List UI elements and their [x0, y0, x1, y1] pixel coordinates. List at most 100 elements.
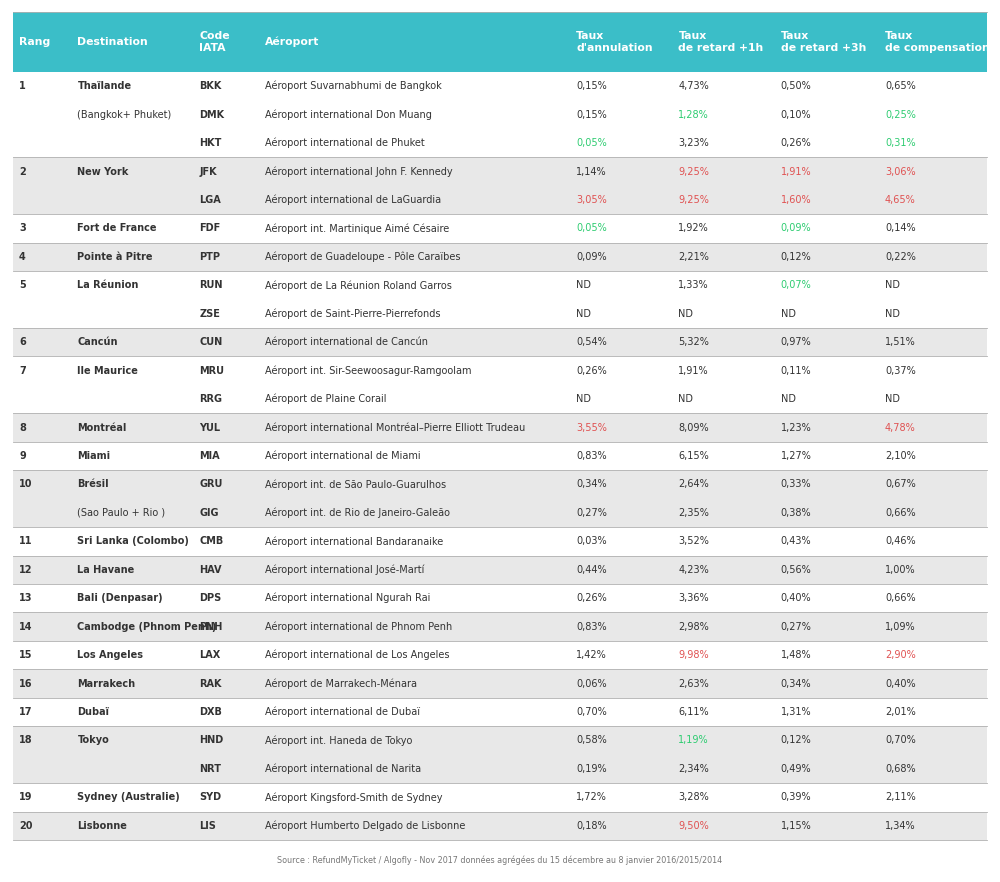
Text: 2,11%: 2,11% — [885, 792, 916, 803]
Text: ZSE: ZSE — [199, 309, 220, 318]
Text: JFK: JFK — [199, 167, 217, 176]
Text: Aéroport international de Phuket: Aéroport international de Phuket — [265, 138, 425, 148]
Text: ND: ND — [885, 309, 900, 318]
Text: Bali (Denpasar): Bali (Denpasar) — [77, 594, 163, 603]
Text: (Sao Paulo + Rio ): (Sao Paulo + Rio ) — [77, 508, 166, 518]
Text: 1,72%: 1,72% — [576, 792, 607, 803]
Text: 1,60%: 1,60% — [781, 195, 811, 205]
Text: Sri Lanka (Colombo): Sri Lanka (Colombo) — [77, 536, 189, 546]
Bar — [13, 669, 987, 698]
Text: 1,33%: 1,33% — [678, 280, 709, 290]
Bar — [13, 214, 987, 243]
Text: 0,40%: 0,40% — [885, 678, 916, 689]
Text: 0,10%: 0,10% — [781, 109, 811, 120]
Text: MIA: MIA — [199, 451, 220, 461]
Text: ND: ND — [678, 394, 693, 404]
Text: 17: 17 — [19, 707, 32, 717]
Text: 0,27%: 0,27% — [781, 622, 812, 632]
Text: (Bangkok+ Phuket): (Bangkok+ Phuket) — [77, 109, 172, 120]
Bar — [13, 186, 987, 214]
Bar — [13, 442, 987, 470]
Text: Lisbonne: Lisbonne — [77, 821, 127, 831]
Text: 0,09%: 0,09% — [781, 223, 811, 234]
Text: 1,00%: 1,00% — [885, 564, 916, 575]
Text: 0,38%: 0,38% — [781, 508, 811, 518]
Text: 0,39%: 0,39% — [781, 792, 811, 803]
Text: 6,15%: 6,15% — [678, 451, 709, 461]
Text: 0,37%: 0,37% — [885, 366, 916, 376]
Text: 0,15%: 0,15% — [576, 109, 607, 120]
Text: Ile Maurice: Ile Maurice — [77, 366, 138, 376]
Text: 1,19%: 1,19% — [678, 736, 709, 745]
Text: 2,34%: 2,34% — [678, 764, 709, 774]
Text: 0,11%: 0,11% — [781, 366, 811, 376]
Text: Aéroport int. Sir-Seewoosagur-Ramgoolam: Aéroport int. Sir-Seewoosagur-Ramgoolam — [265, 365, 472, 376]
Text: Tokyo: Tokyo — [77, 736, 109, 745]
Text: 0,43%: 0,43% — [781, 536, 811, 546]
Text: LAX: LAX — [199, 650, 220, 660]
Text: 0,14%: 0,14% — [885, 223, 916, 234]
Text: 3,06%: 3,06% — [885, 167, 916, 176]
Text: 0,68%: 0,68% — [885, 764, 916, 774]
Text: 1,42%: 1,42% — [576, 650, 607, 660]
Text: 1,48%: 1,48% — [781, 650, 811, 660]
Text: Aéroport Kingsford-Smith de Sydney: Aéroport Kingsford-Smith de Sydney — [265, 792, 443, 803]
Text: BKK: BKK — [199, 81, 222, 91]
Text: 4,23%: 4,23% — [678, 564, 709, 575]
Bar — [13, 470, 987, 498]
Text: 0,09%: 0,09% — [576, 252, 607, 262]
Text: YUL: YUL — [199, 422, 220, 432]
Text: 0,15%: 0,15% — [576, 81, 607, 91]
Text: Aéroport international de Phnom Penh: Aéroport international de Phnom Penh — [265, 622, 453, 632]
Text: 0,46%: 0,46% — [885, 536, 916, 546]
Text: 1,51%: 1,51% — [885, 337, 916, 348]
Bar — [13, 726, 987, 755]
Text: LGA: LGA — [199, 195, 221, 205]
Text: 18: 18 — [19, 736, 33, 745]
Text: Cambodge (Phnom Penh): Cambodge (Phnom Penh) — [77, 622, 217, 632]
Text: Aéroport international de Cancún: Aéroport international de Cancún — [265, 337, 428, 348]
Text: 4,73%: 4,73% — [678, 81, 709, 91]
Bar — [13, 101, 987, 129]
Bar — [13, 556, 987, 584]
Text: 1,91%: 1,91% — [678, 366, 709, 376]
Text: 4,78%: 4,78% — [885, 422, 916, 432]
Text: 4,65%: 4,65% — [885, 195, 916, 205]
Text: Sydney (Australie): Sydney (Australie) — [77, 792, 180, 803]
Bar — [13, 527, 987, 556]
Text: Aéroport: Aéroport — [265, 37, 320, 48]
Text: 0,54%: 0,54% — [576, 337, 607, 348]
Text: Aéroport international de Los Angeles: Aéroport international de Los Angeles — [265, 650, 450, 661]
Text: 0,18%: 0,18% — [576, 821, 607, 831]
Text: 2,21%: 2,21% — [678, 252, 709, 262]
Text: Pointe à Pitre: Pointe à Pitre — [77, 252, 153, 262]
Text: 0,26%: 0,26% — [576, 366, 607, 376]
Text: Thaïlande: Thaïlande — [77, 81, 132, 91]
Text: 0,66%: 0,66% — [885, 594, 916, 603]
Text: Montréal: Montréal — [77, 422, 127, 432]
Text: ND: ND — [576, 309, 591, 318]
Text: 0,25%: 0,25% — [885, 109, 916, 120]
Text: Source : RefundMyTicket / Algofly - Nov 2017 données agrégées du 15 décembre au : Source : RefundMyTicket / Algofly - Nov … — [277, 856, 723, 864]
Text: 11: 11 — [19, 536, 32, 546]
Text: 9,50%: 9,50% — [678, 821, 709, 831]
Text: 1,14%: 1,14% — [576, 167, 607, 176]
Text: ND: ND — [885, 394, 900, 404]
Text: NRT: NRT — [199, 764, 221, 774]
Text: Dubaï: Dubaï — [77, 707, 109, 717]
Text: 2,63%: 2,63% — [678, 678, 709, 689]
Text: Aéroport international John F. Kennedy: Aéroport international John F. Kennedy — [265, 167, 453, 176]
Text: Aéroport de Marrakech-Ménara: Aéroport de Marrakech-Ménara — [265, 678, 417, 689]
Bar — [13, 72, 987, 101]
Text: 10: 10 — [19, 480, 32, 490]
Text: FDF: FDF — [199, 223, 220, 234]
Text: Los Angeles: Los Angeles — [77, 650, 143, 660]
Text: 0,50%: 0,50% — [781, 81, 811, 91]
Text: 0,49%: 0,49% — [781, 764, 811, 774]
Text: Destination: Destination — [77, 37, 148, 47]
Text: 8: 8 — [19, 422, 26, 432]
Text: CMB: CMB — [199, 536, 223, 546]
Text: Fort de France: Fort de France — [77, 223, 157, 234]
Text: Aéroport de Plaine Corail: Aéroport de Plaine Corail — [265, 394, 387, 404]
Bar — [13, 641, 987, 669]
